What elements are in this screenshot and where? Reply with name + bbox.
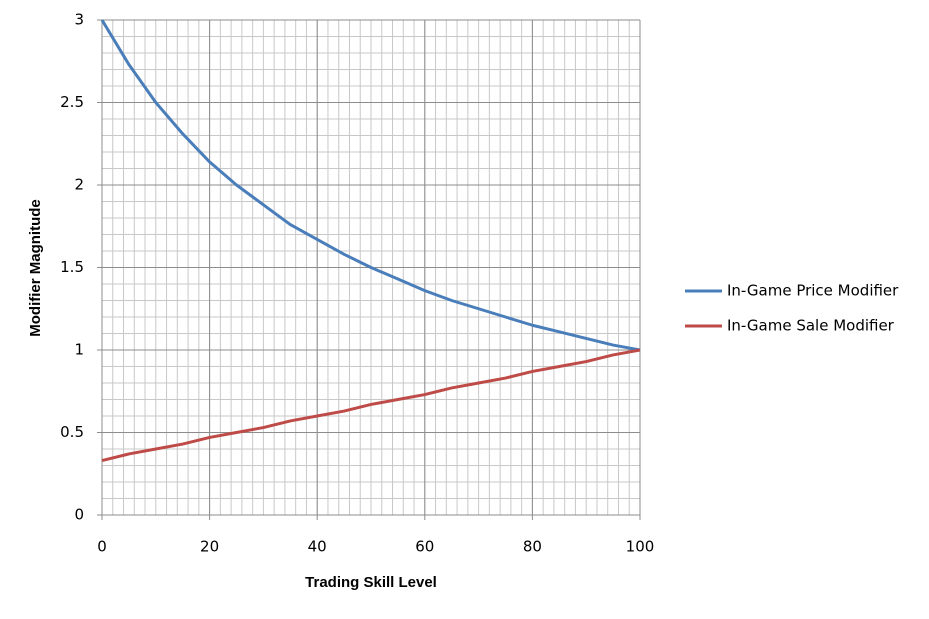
legend-label: In-Game Price Modifier — [727, 282, 899, 300]
x-tick-label: 60 — [415, 538, 434, 556]
x-tick-label: 40 — [308, 538, 327, 556]
y-tick-label: 2 — [74, 176, 84, 194]
series-line — [101, 348, 641, 463]
y-axis-title: Modifier Magnitude — [27, 199, 44, 337]
x-tick-label: 20 — [200, 538, 219, 556]
y-tick-label: 0.5 — [60, 423, 84, 441]
y-tick-label: 0 — [74, 506, 84, 524]
x-axis-title: Trading Skill Level — [305, 574, 437, 591]
x-tick-label: 80 — [523, 538, 542, 556]
x-tick-label: 100 — [626, 538, 655, 556]
y-tick-label: 2.5 — [60, 93, 84, 111]
y-tick-label: 1.5 — [60, 258, 84, 276]
legend-label: In-Game Sale Modifier — [727, 317, 895, 335]
series-line — [100, 19, 641, 352]
y-tick-label: 1 — [74, 341, 84, 359]
y-tick-label: 3 — [74, 11, 84, 29]
x-tick-label: 0 — [97, 538, 107, 556]
